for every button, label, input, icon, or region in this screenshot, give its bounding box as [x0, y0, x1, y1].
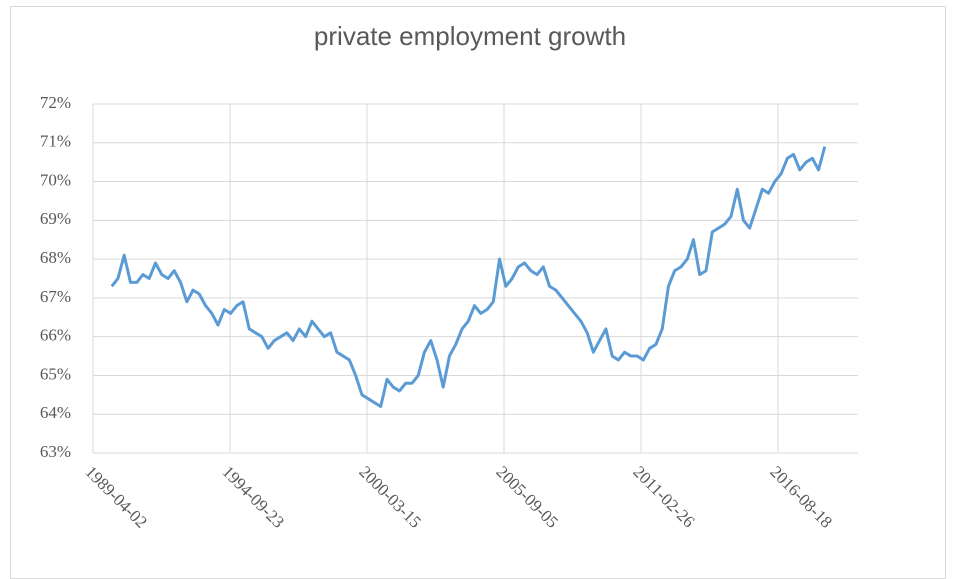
y-tick-label: 68%	[40, 248, 71, 267]
y-tick-label: 70%	[40, 170, 71, 189]
y-tick-label: 64%	[40, 403, 71, 422]
y-tick-label: 69%	[40, 209, 71, 228]
chart-title: private employment growth	[314, 21, 626, 51]
y-tick-label: 71%	[40, 132, 71, 151]
y-tick-label: 63%	[40, 442, 71, 461]
chart-border	[10, 6, 946, 579]
y-tick-label: 67%	[40, 287, 71, 306]
y-tick-label: 65%	[40, 364, 71, 383]
y-tick-label: 72%	[40, 93, 71, 112]
y-tick-label: 66%	[40, 326, 71, 345]
data-line	[110, 146, 827, 408]
